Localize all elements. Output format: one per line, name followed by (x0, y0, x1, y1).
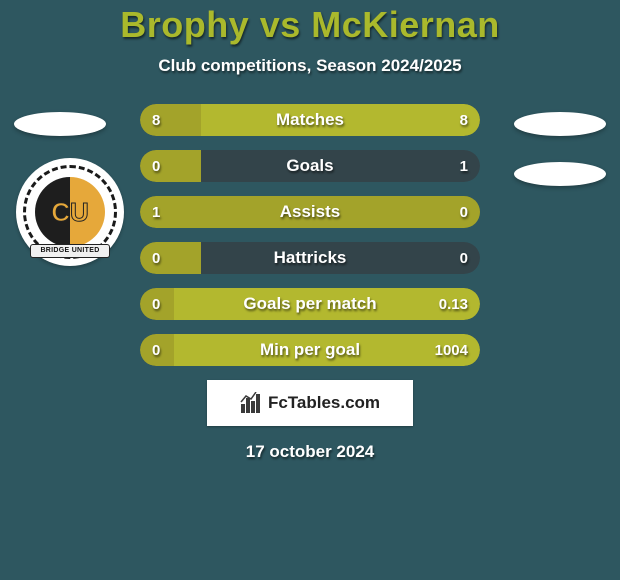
date-label: 17 october 2024 (0, 442, 620, 462)
stat-bar-fill-right (174, 288, 480, 320)
stat-bar-fill-right (201, 104, 480, 136)
fctables-text: FcTables.com (268, 393, 380, 413)
stat-bar: 01004Min per goal (140, 334, 480, 366)
stat-bar: 01Goals (140, 150, 480, 182)
player-right-placeholder-icon (514, 112, 606, 136)
player-right-placeholder-2-icon (514, 162, 606, 186)
page-title: Brophy vs McKiernan (0, 4, 620, 46)
badge-initials: CU (51, 197, 89, 228)
stat-bar: 00.13Goals per match (140, 288, 480, 320)
stat-bar-fill-right (174, 334, 480, 366)
stat-bar-fill-left (140, 150, 201, 182)
stat-bar-fill-left (140, 334, 174, 366)
stat-bar-fill-left (140, 196, 480, 228)
infographic-canvas: Brophy vs McKiernan Club competitions, S… (0, 0, 620, 580)
stat-bar-fill-left (140, 104, 201, 136)
stat-bar: 88Matches (140, 104, 480, 136)
comparison-section: CU BRIDGE UNITED 88Matches 01Goals 10Assis… (0, 104, 620, 366)
player-left-placeholder-icon (14, 112, 106, 136)
club-badge-icon: CU BRIDGE UNITED (16, 158, 124, 266)
stat-bars: 88Matches 01Goals 10Assists 00Hattricks 00.1… (140, 104, 480, 366)
stat-bar: 10Assists (140, 196, 480, 228)
fctables-watermark: FcTables.com (207, 380, 413, 426)
subtitle: Club competitions, Season 2024/2025 (0, 56, 620, 76)
stat-bar-fill-left (140, 288, 174, 320)
stat-bar-fill-left (140, 242, 201, 274)
fctables-logo-icon (240, 392, 262, 414)
stat-bar: 00Hattricks (140, 242, 480, 274)
badge-banner: BRIDGE UNITED (30, 244, 110, 258)
